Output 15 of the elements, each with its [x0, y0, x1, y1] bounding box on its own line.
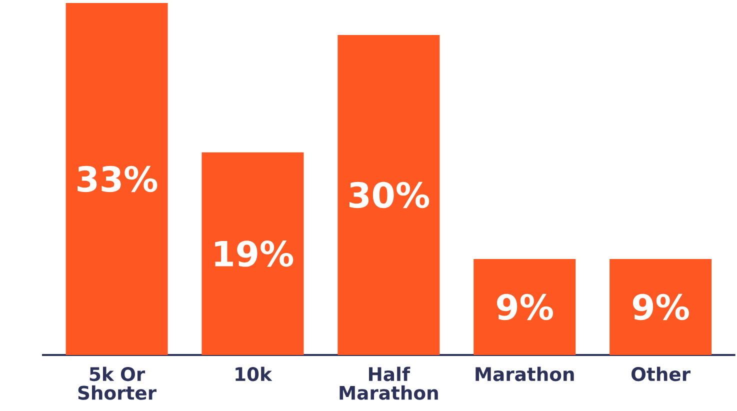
- bar: [474, 259, 576, 355]
- x-tick-label: Marathon: [476, 366, 574, 382]
- data-label: 19%: [215, 240, 294, 267]
- data-label: 30%: [350, 182, 430, 208]
- x-tick-label: 5k Or Shorter: [78, 366, 156, 400]
- data-label: 33%: [78, 166, 158, 192]
- x-tick-label: 10k: [236, 366, 272, 382]
- x-tick-label: Other: [632, 366, 690, 382]
- bar: [66, 3, 168, 355]
- x-tick-label: Half Marathon: [340, 366, 438, 400]
- bar: [202, 152, 304, 355]
- data-label: 9%: [632, 294, 689, 320]
- bar: [610, 259, 712, 355]
- bar: [338, 35, 440, 355]
- data-label: 9%: [496, 294, 553, 320]
